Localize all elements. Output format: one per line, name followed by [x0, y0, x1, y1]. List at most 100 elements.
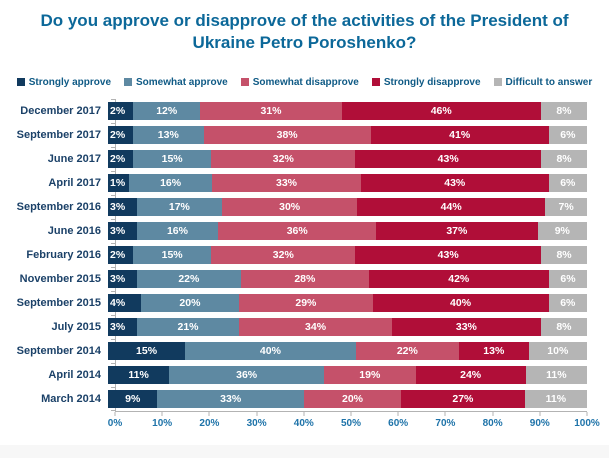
bar-segment-label: 20%	[179, 296, 201, 309]
x-axis-tick-label: 60%	[388, 417, 409, 429]
y-axis-tick	[111, 122, 115, 124]
bar-segment-label: 33%	[276, 176, 298, 189]
bar-segment-label: 32%	[272, 152, 294, 165]
y-axis-tick	[111, 146, 115, 148]
x-axis-tick-label: 10%	[152, 417, 173, 429]
category-label: December 2017	[20, 104, 101, 117]
bar-segment: 13%	[458, 341, 529, 360]
chart-area: December 2017 2% 12% 31% 46% 8% September 2017…	[0, 98, 609, 431]
bar-segment: 36%	[218, 221, 377, 240]
stacked-bar: 2% 15% 32% 43% 8%	[108, 149, 587, 168]
y-axis-tick	[111, 338, 115, 340]
y-axis-tick	[111, 218, 115, 220]
y-axis-tick	[111, 409, 115, 411]
bar-segment: 16%	[136, 221, 219, 240]
legend-label: Strongly disapprove	[383, 76, 481, 88]
bar-segment: 6%	[549, 269, 587, 288]
bar-segment: 43%	[360, 173, 549, 192]
bar-segment-label: 21%	[177, 320, 199, 333]
bar-segment-label: 11%	[128, 368, 149, 381]
bar-segment-label: 11%	[546, 368, 567, 381]
bar-segment-label: 3%	[110, 272, 126, 285]
bar-segment-label: 22%	[178, 272, 200, 285]
bar-segment: 9%	[108, 389, 158, 408]
y-axis-tick	[111, 170, 115, 172]
x-axis-tick-label: 40%	[293, 417, 314, 429]
bar-segment: 36%	[169, 365, 324, 384]
bar-segment: 22%	[136, 269, 242, 288]
bar-segment: 2%	[108, 149, 133, 168]
bar-segment: 43%	[355, 245, 542, 264]
chart-row: September 2014 15% 40% 22% 13% 10%	[0, 339, 609, 363]
bar-segment-label: 36%	[236, 368, 258, 381]
legend-swatch-icon	[493, 78, 502, 86]
bar-segment-label: 16%	[160, 176, 182, 189]
bar-segment: 33%	[391, 317, 541, 336]
x-axis-tick	[161, 411, 163, 416]
bar-segment-label: 37%	[446, 224, 468, 237]
category-label: November 2015	[19, 272, 101, 285]
bar-segment: 27%	[401, 389, 525, 408]
bar-segment-label: 32%	[272, 248, 294, 261]
bar-segment: 2%	[108, 245, 133, 264]
bar-segment-label: 20%	[341, 392, 363, 405]
legend-swatch-icon	[16, 78, 25, 86]
x-axis-tick	[397, 411, 399, 416]
y-axis-tick	[111, 386, 115, 388]
x-axis-tick-label: 100%	[574, 417, 600, 429]
bar-segment-label: 29%	[295, 296, 317, 309]
x-axis-tick	[444, 411, 446, 416]
bar-segment-label: 8%	[556, 152, 572, 165]
stacked-bar: 15% 40% 22% 13% 10%	[108, 341, 587, 360]
stacked-bar: 1% 16% 33% 43% 6%	[108, 173, 588, 192]
legend-item: Strongly disapprove	[371, 76, 481, 88]
bar-segment: 40%	[372, 293, 549, 312]
bar-segment-label: 13%	[483, 344, 505, 357]
bar-segment: 3%	[108, 221, 137, 240]
bar-segment-label: 6%	[560, 128, 576, 141]
bar-segment: 44%	[357, 197, 546, 216]
bar-segment: 4%	[108, 293, 141, 312]
bar-segment: 6%	[548, 293, 587, 312]
y-axis-tick	[111, 242, 115, 244]
legend-item: Somewhat approve	[124, 77, 228, 88]
x-axis-tick	[350, 411, 352, 416]
legend-item: Somewhat disapprove	[240, 76, 359, 88]
bar-segment: 6%	[548, 125, 587, 144]
legend-label: Somewhat disapprove	[252, 76, 359, 88]
bar-segment: 2%	[108, 125, 133, 144]
bar-segment-label: 17%	[168, 200, 190, 213]
bar-segment: 46%	[341, 101, 541, 120]
stacked-bar: 3% 17% 30% 44% 7%	[108, 197, 587, 216]
bar-segment: 42%	[368, 269, 550, 288]
plot-rows: December 2017 2% 12% 31% 46% 8% September 2017…	[0, 98, 609, 411]
bar-segment: 37%	[376, 221, 538, 240]
bar-segment: 43%	[355, 149, 542, 168]
bar-segment: 29%	[239, 293, 373, 312]
legend-swatch-icon	[124, 78, 133, 86]
category-label: June 2016	[47, 224, 101, 237]
bar-segment-label: 11%	[545, 392, 567, 405]
bar-segment-label: 43%	[444, 176, 466, 189]
x-axis-tick	[586, 411, 588, 416]
stacked-bar: 2% 12% 31% 46% 8%	[108, 101, 588, 120]
bar-segment: 13%	[132, 125, 204, 144]
bar-segment-label: 3%	[110, 200, 126, 213]
stacked-bar: 9% 33% 20% 27% 11%	[108, 389, 588, 408]
bar-segment-label: 46%	[430, 104, 452, 117]
stacked-bar: 3% 16% 36% 37% 9%	[108, 221, 587, 240]
bar-segment-label: 31%	[260, 104, 282, 117]
bar-segment: 6%	[548, 173, 588, 192]
bar-segment-label: 6%	[560, 176, 576, 189]
x-axis-tick	[208, 411, 210, 416]
category-label: April 2017	[48, 176, 101, 189]
bar-segment: 15%	[108, 341, 186, 360]
category-label: September 2016	[16, 200, 101, 213]
x-axis-tick	[256, 411, 258, 416]
bar-segment: 21%	[136, 317, 240, 336]
category-label: June 2017	[47, 152, 101, 165]
x-axis-tick	[114, 411, 116, 416]
category-label: September 2014	[16, 344, 101, 357]
chart-row: December 2017 2% 12% 31% 46% 8%	[0, 99, 609, 123]
